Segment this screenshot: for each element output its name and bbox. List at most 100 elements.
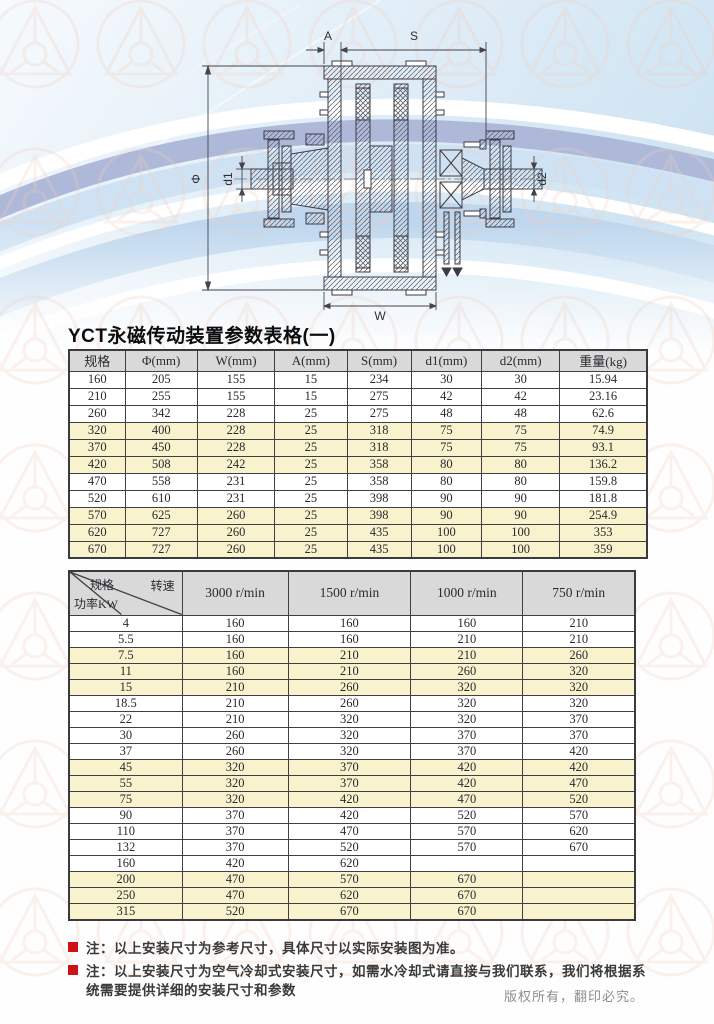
table-cell: 100 [481, 523, 561, 542]
table-cell: 260 [181, 742, 289, 760]
table-cell: 205 [124, 370, 198, 389]
table-cell: 320 [287, 710, 412, 728]
table-cell: 610 [124, 489, 198, 508]
table-cell: 320 [410, 710, 524, 728]
table-cell: 100 [410, 540, 483, 559]
table-cell: 7.5 [68, 646, 183, 664]
table-cell [522, 902, 636, 920]
table-cell: 260 [410, 662, 524, 680]
table-cell: 75 [410, 421, 483, 440]
table-row: 620 727 260 25 435 100 100 353 [68, 523, 648, 542]
table-cell: 520 [68, 489, 126, 508]
note-bullet-icon [68, 964, 78, 975]
table-cell: 242 [196, 455, 276, 474]
table-row: 132 370 520 570 670 [68, 838, 636, 856]
table-cell: 420 [287, 790, 412, 808]
table-cell: 25 [274, 455, 348, 474]
table-cell: 370 [522, 726, 636, 744]
table-cell: 318 [346, 438, 412, 457]
table-cell: 620 [68, 523, 126, 542]
table-cell: 670 [410, 902, 524, 920]
table-cell: 48 [410, 404, 483, 423]
column-header: 重量(kg) [559, 349, 648, 372]
table-cell: 80 [481, 455, 561, 474]
table-cell: 90 [481, 506, 561, 525]
dim-label-d2: d2 [535, 172, 549, 186]
table-cell: 210 [181, 710, 289, 728]
column-header: 3000 r/min [181, 570, 289, 616]
table-cell: 228 [196, 438, 276, 457]
table-cell: 520 [522, 790, 636, 808]
copyright-text: 版权所有，翻印必究。 [503, 989, 644, 1004]
table-cell: 254.9 [559, 506, 648, 525]
column-header: A(mm) [274, 349, 348, 372]
table-cell: 160 [287, 630, 412, 648]
table-cell: 234 [346, 370, 412, 389]
table-cell: 160 [287, 614, 412, 632]
table-cell: 370 [181, 822, 289, 840]
table-cell: 255 [124, 387, 198, 406]
table-cell: 508 [124, 455, 198, 474]
table-cell: 80 [410, 455, 483, 474]
table-cell: 320 [410, 694, 524, 712]
table-cell: 55 [68, 774, 183, 792]
corner-label-power: 功率KW [74, 596, 118, 611]
table-cell: 420 [522, 742, 636, 760]
table-cell: 727 [124, 523, 198, 542]
table-row: 320 400 228 25 318 75 75 74.9 [68, 421, 648, 440]
table-cell: 75 [68, 790, 183, 808]
table-cell: 250 [68, 886, 183, 904]
table-cell: 25 [274, 523, 348, 542]
table-cell: 450 [124, 438, 198, 457]
table-cell: 570 [68, 506, 126, 525]
table-row: 15 210 260 320 320 [68, 678, 636, 696]
column-header: S(mm) [346, 349, 412, 372]
table-row: 75 320 420 470 520 [68, 790, 636, 808]
table-cell: 62.6 [559, 404, 648, 423]
table-cell: 260 [181, 726, 289, 744]
table-cell: 160 [181, 614, 289, 632]
table-row: 30 260 320 370 370 [68, 726, 636, 744]
table-row: 11 160 210 260 320 [68, 662, 636, 680]
table-cell: 210 [287, 662, 412, 680]
table-cell: 358 [346, 472, 412, 491]
column-header: 1000 r/min [410, 570, 524, 616]
table-cell: 228 [196, 421, 276, 440]
table-cell: 320 [181, 758, 289, 776]
table-cell [522, 854, 636, 872]
corner-label-spec: 规格 [90, 578, 115, 592]
table-cell: 160 [68, 370, 126, 389]
table-cell: 520 [287, 838, 412, 856]
table-cell: 160 [181, 662, 289, 680]
column-header: 1500 r/min [287, 570, 412, 616]
table-cell: 37 [68, 742, 183, 760]
table-cell: 420 [410, 774, 524, 792]
table-cell: 570 [410, 822, 524, 840]
table-cell: 4 [68, 614, 183, 632]
table-cell: 420 [181, 854, 289, 872]
table-row: 670 727 260 25 435 100 100 359 [68, 540, 648, 559]
table-cell: 15.94 [559, 370, 648, 389]
dim-label-d1: d1 [221, 172, 235, 186]
table-row: 210 255 155 15 275 42 42 23.16 [68, 387, 648, 406]
table-cell: 75 [481, 421, 561, 440]
table-cell: 210 [522, 614, 636, 632]
table-cell: 30 [68, 726, 183, 744]
table-cell: 15 [274, 387, 348, 406]
table-row: 5.5 160 160 210 210 [68, 630, 636, 648]
table-cell [522, 870, 636, 888]
table-cell: 100 [410, 523, 483, 542]
table-cell: 260 [196, 523, 276, 542]
table-cell: 160 [181, 630, 289, 648]
table-cell: 210 [410, 630, 524, 648]
table-row: 37 260 320 370 420 [68, 742, 636, 760]
table-cell: 398 [346, 506, 412, 525]
table-cell: 570 [287, 870, 412, 888]
table-cell: 435 [346, 523, 412, 542]
table-cell: 228 [196, 404, 276, 423]
table-cell: 315 [68, 902, 183, 920]
table-cell: 90 [481, 489, 561, 508]
power-speed-table: 规格 转速 功率KW 3000 r/min 1500 r/min 1000 r/mi… [68, 570, 636, 921]
table-cell: 48 [481, 404, 561, 423]
table-cell: 670 [410, 870, 524, 888]
